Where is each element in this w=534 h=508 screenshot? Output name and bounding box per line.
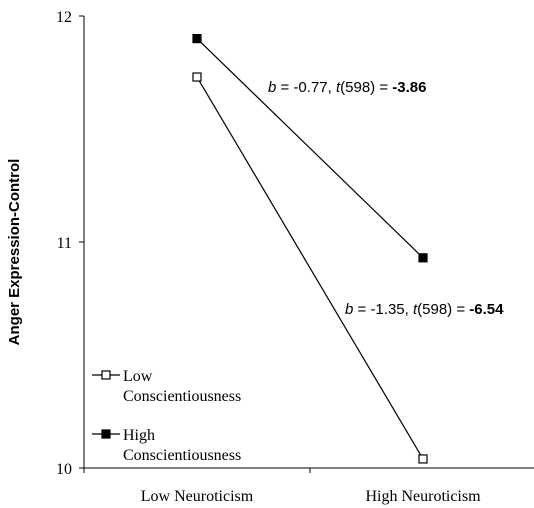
annotation-low-conscientiousness: b = -1.35, t(598) = -6.54 xyxy=(345,301,504,318)
x-tick-label: Low Neuroticism xyxy=(141,488,254,505)
legend-marker-low-conscientiousness xyxy=(101,370,111,380)
y-tick-marks xyxy=(79,15,84,469)
series-line-high-conscientiousness xyxy=(196,38,424,259)
series-line-low-conscientiousness xyxy=(196,76,424,460)
y-axis-label: Anger Expression-Control xyxy=(6,159,23,346)
legend: Low Conscientiousness High Conscientiousnes… xyxy=(92,368,241,464)
x-tick-marks xyxy=(83,468,311,473)
y-tick-label: 10 xyxy=(56,461,72,478)
y-tick-label: 12 xyxy=(56,9,72,26)
data-point-high-conscientiousness xyxy=(418,253,428,263)
x-tick-labels: Low Neuroticism High Neuroticism xyxy=(141,488,481,505)
legend-label-low-conscientiousness: Conscientiousness xyxy=(123,388,241,405)
legend-label-low-conscientiousness: Low xyxy=(123,368,153,385)
y-tick-labels: 10 11 12 xyxy=(56,9,72,478)
data-point-low-conscientiousness xyxy=(418,454,428,464)
data-point-high-conscientiousness xyxy=(192,33,202,44)
annotation-high-conscientiousness: b = -0.77, t(598) = -3.86 xyxy=(268,79,426,96)
series-group xyxy=(192,33,428,464)
legend-marker-high-conscientiousness xyxy=(101,429,111,439)
legend-label-high-conscientiousness: High xyxy=(123,427,155,444)
data-point-low-conscientiousness xyxy=(192,72,202,82)
legend-label-high-conscientiousness: Conscientiousness xyxy=(123,447,241,464)
y-tick-label: 11 xyxy=(57,235,72,252)
x-tick-label: High Neuroticism xyxy=(365,488,481,505)
